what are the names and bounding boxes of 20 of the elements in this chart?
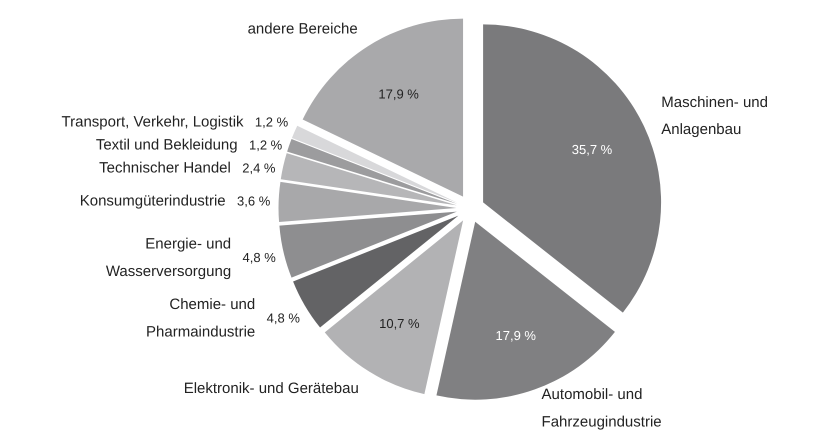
data-label: 3,6 %: [237, 194, 271, 209]
data-label: 1,2 %: [254, 114, 289, 130]
data-label: 1,2 %: [248, 137, 283, 152]
data-label: 17,9 %: [496, 328, 536, 344]
slice-label: Textil und Bekleidung: [96, 136, 238, 154]
slice-label: Maschinen- und Anlagenbau: [661, 94, 768, 138]
slice-label: Elektronik- und Gerätebau: [184, 380, 359, 398]
data-label: 2,4 %: [242, 160, 276, 176]
data-label: 4,8 %: [266, 310, 300, 326]
slice-label: Konsumgüterindustrie: [80, 192, 226, 210]
data-label: 35,7 %: [572, 142, 613, 158]
slice-label: Technischer Handel: [99, 159, 231, 176]
slice-label: Chemie- und Pharmaindustrie: [146, 296, 256, 340]
slice-label: Energie- und Wasserversorgung: [106, 236, 232, 280]
data-label: 17,9 %: [378, 86, 420, 102]
data-label: 4,8 %: [242, 250, 276, 266]
slice-label: Automobil- und Fahrzeugindustrie: [542, 386, 662, 430]
slice-label: Transport, Verkehr, Logistik: [62, 113, 244, 130]
slice-label: andere Bereiche: [248, 20, 358, 38]
data-label: 10,7 %: [379, 316, 420, 331]
